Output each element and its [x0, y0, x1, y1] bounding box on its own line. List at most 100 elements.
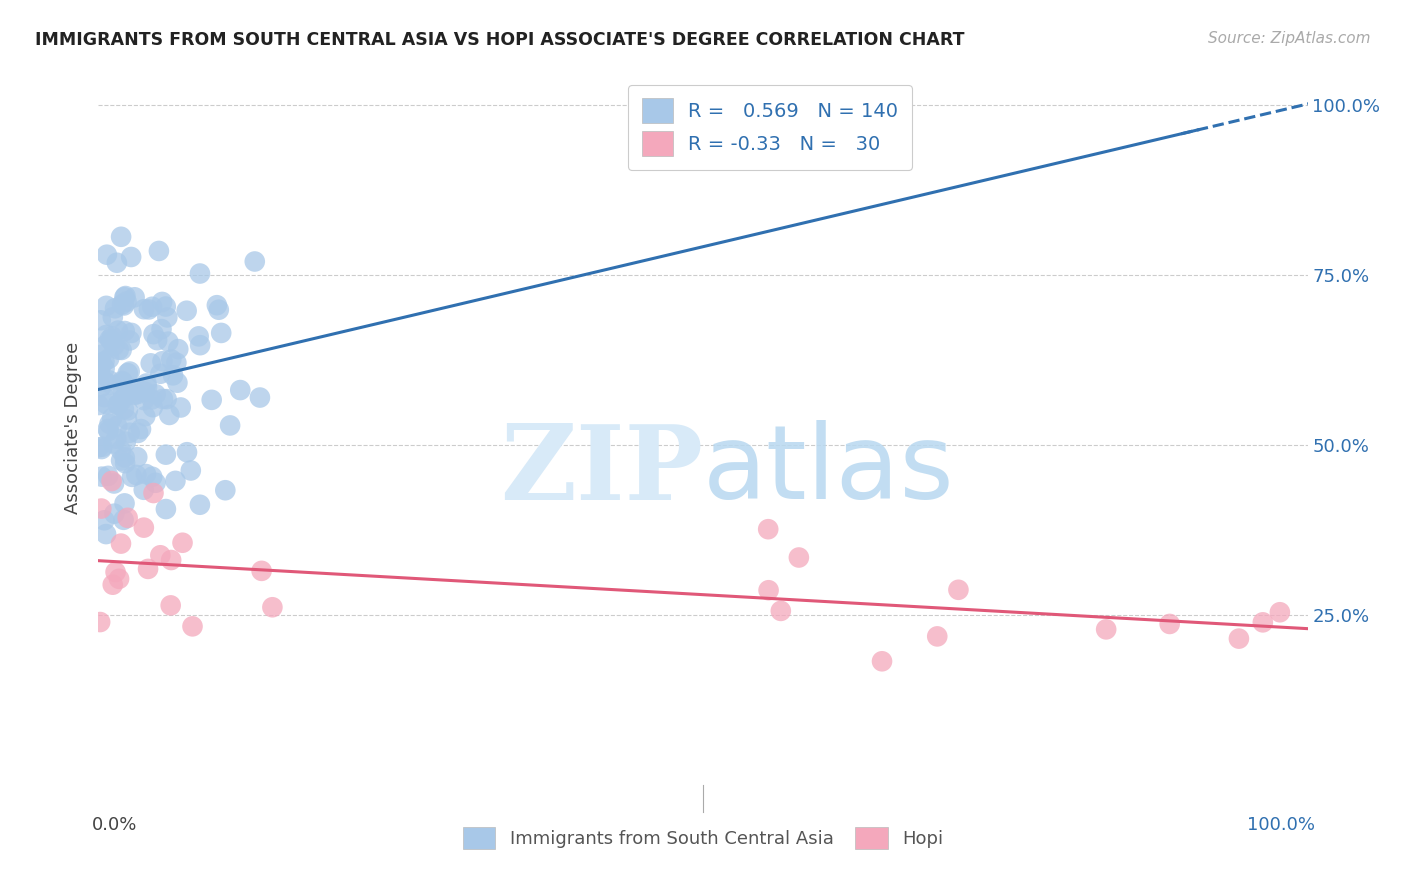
Point: [90, 442, 112, 456]
Point: [188, 267, 211, 281]
Point: [103, 507, 125, 521]
Point: [134, 384, 156, 399]
Point: [127, 425, 149, 440]
Point: [111, 374, 134, 388]
Point: [121, 470, 143, 484]
Point: [105, 418, 128, 433]
Point: [107, 397, 129, 411]
Point: [120, 250, 142, 264]
Point: [90, 313, 112, 327]
Point: [1095, 623, 1118, 637]
Point: [98, 374, 121, 388]
Point: [89, 360, 111, 375]
Point: [132, 483, 155, 497]
Point: [1227, 632, 1250, 646]
Point: [112, 402, 135, 417]
Point: [96, 248, 118, 262]
Point: [787, 550, 810, 565]
Point: [98, 332, 121, 346]
Point: [114, 456, 136, 470]
Point: [90, 356, 112, 370]
Point: [120, 384, 142, 399]
Point: [124, 388, 146, 402]
Point: [249, 391, 271, 405]
Point: [110, 453, 132, 467]
Point: [181, 619, 204, 633]
Point: [205, 298, 228, 312]
Point: [150, 322, 173, 336]
Point: [97, 422, 120, 436]
Point: [219, 418, 242, 433]
Point: [107, 343, 129, 357]
Point: [156, 392, 179, 406]
Point: [110, 393, 132, 408]
Point: [96, 299, 118, 313]
Point: [111, 343, 134, 357]
Text: Source: ZipAtlas.com: Source: ZipAtlas.com: [1208, 31, 1371, 46]
Legend: Immigrants from South Central Asia, Hopi: Immigrants from South Central Asia, Hopi: [454, 818, 952, 858]
Point: [187, 329, 209, 343]
Point: [111, 375, 134, 389]
Point: [1268, 605, 1291, 619]
Point: [90, 469, 112, 483]
Point: [105, 256, 128, 270]
Point: [118, 334, 141, 348]
Point: [97, 424, 120, 438]
Point: [93, 374, 115, 388]
Point: [117, 366, 139, 380]
Point: [107, 398, 129, 412]
Point: [157, 334, 180, 349]
Point: [152, 354, 174, 368]
Point: [142, 401, 165, 415]
Point: [160, 352, 183, 367]
Point: [150, 295, 173, 310]
Point: [93, 354, 115, 368]
Point: [758, 583, 780, 598]
Point: [112, 513, 135, 527]
Point: [141, 300, 163, 314]
Point: [90, 348, 112, 362]
Point: [167, 342, 190, 356]
Point: [118, 365, 141, 379]
Text: atlas: atlas: [703, 420, 955, 522]
Point: [112, 384, 135, 399]
Point: [89, 368, 111, 382]
Point: [117, 511, 139, 525]
Point: [110, 536, 132, 550]
Point: [127, 450, 149, 465]
Point: [170, 401, 193, 415]
Point: [112, 290, 135, 304]
Point: [93, 361, 115, 376]
Point: [103, 476, 125, 491]
Point: [160, 553, 183, 567]
Point: [115, 294, 138, 309]
Point: [90, 380, 112, 394]
Point: [115, 434, 138, 449]
Point: [127, 387, 149, 401]
Point: [87, 441, 110, 455]
Point: [152, 392, 174, 406]
Point: [948, 582, 970, 597]
Point: [162, 368, 184, 383]
Point: [105, 432, 128, 446]
Point: [132, 521, 155, 535]
Point: [146, 333, 169, 347]
Point: [93, 513, 115, 527]
Point: [110, 443, 132, 458]
Point: [108, 572, 131, 586]
Point: [188, 498, 211, 512]
Point: [208, 302, 231, 317]
Point: [103, 436, 125, 450]
Point: [1251, 615, 1274, 630]
Y-axis label: Associate's Degree: Associate's Degree: [65, 342, 83, 515]
Point: [136, 562, 159, 576]
Point: [101, 329, 124, 343]
Point: [129, 422, 152, 436]
Text: IMMIGRANTS FROM SOUTH CENTRAL ASIA VS HOPI ASSOCIATE'S DEGREE CORRELATION CHART: IMMIGRANTS FROM SOUTH CENTRAL ASIA VS HO…: [35, 31, 965, 49]
Point: [209, 326, 232, 340]
Point: [141, 392, 163, 407]
Point: [107, 324, 129, 338]
Point: [98, 351, 121, 366]
Point: [756, 522, 779, 536]
Text: ZIP: ZIP: [501, 420, 703, 522]
